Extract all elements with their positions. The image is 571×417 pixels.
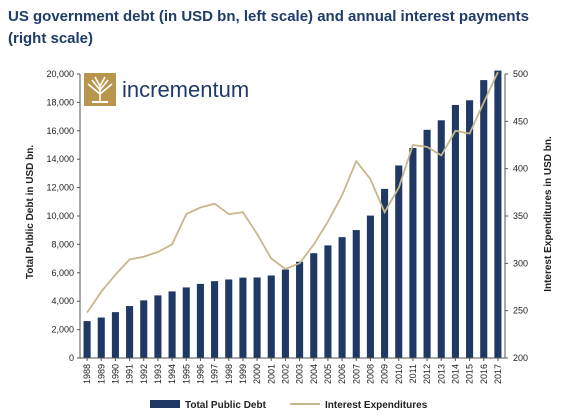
- bar-1995: [182, 287, 190, 358]
- bar-2017: [494, 70, 502, 358]
- bar-1988: [83, 321, 91, 358]
- y-left-tick-label: 8,000: [51, 239, 74, 249]
- bar-2005: [324, 245, 332, 358]
- y-left-tick-label: 4,000: [51, 296, 74, 306]
- bar-2000: [253, 277, 261, 358]
- bar-2007: [352, 230, 360, 358]
- bar-2003: [296, 261, 304, 358]
- bar-2001: [267, 275, 275, 358]
- x-tick-label-2010: 2010: [394, 364, 404, 384]
- legend-swatch-bar: [150, 400, 180, 408]
- y-left-tick-label: 20,000: [46, 69, 74, 79]
- y-left-axis-label: Total Public Debt in USD bn.: [25, 145, 36, 279]
- line-series: [86, 71, 499, 314]
- x-tick-label-2013: 2013: [436, 364, 446, 384]
- y-left-tick-label: 12,000: [46, 183, 74, 193]
- y-right-tick-label: 400: [513, 164, 528, 174]
- bar-1989: [97, 317, 105, 358]
- bar-1997: [211, 281, 219, 358]
- x-tick-label-2016: 2016: [479, 364, 489, 384]
- bar-2012: [423, 129, 431, 358]
- chart-title-line-1: US government debt (in USD bn, left scal…: [8, 8, 529, 25]
- x-tick-label-1996: 1996: [195, 364, 205, 384]
- y-left-tick-label: 18,000: [46, 97, 74, 107]
- x-tick-label-2007: 2007: [351, 364, 361, 384]
- x-tick-label-2006: 2006: [337, 364, 347, 384]
- y-left-tick-label: 6,000: [51, 268, 74, 278]
- bar-2004: [310, 253, 318, 358]
- x-tick-label-1988: 1988: [82, 364, 92, 384]
- bar-2015: [466, 100, 474, 359]
- bar-1999: [239, 277, 247, 358]
- x-tick-label-1990: 1990: [110, 364, 120, 384]
- logo-wordmark: incrementum: [122, 77, 249, 102]
- incrementum-logo: incrementum: [84, 73, 249, 106]
- x-tick-label-2017: 2017: [493, 364, 503, 384]
- bar-2010: [395, 165, 403, 358]
- x-tick-label-2008: 2008: [365, 364, 375, 384]
- chart-title: US government debt (in USD bn, left scal…: [8, 6, 563, 50]
- legend: Total Public Debt Interest Expenditures: [150, 400, 428, 411]
- y-left-tick-label: 0: [69, 353, 74, 363]
- x-tick-label-1989: 1989: [96, 364, 106, 384]
- tree-icon: [84, 73, 116, 106]
- y-left-tick-label: 16,000: [46, 126, 74, 136]
- bar-2016: [480, 80, 488, 358]
- y-right-tick-label: 250: [513, 306, 528, 316]
- bar-1996: [196, 283, 204, 358]
- x-tick-label-2000: 2000: [252, 364, 262, 384]
- bar-2014: [451, 104, 459, 359]
- bar-1991: [126, 306, 134, 358]
- y-right-tick-label: 200: [513, 353, 528, 363]
- x-tick-label-1995: 1995: [181, 364, 191, 384]
- chart-title-line-2: (right scale): [8, 30, 94, 47]
- x-tick-label-1994: 1994: [167, 364, 177, 384]
- x-tick-label-2014: 2014: [450, 364, 460, 384]
- x-tick-label-1991: 1991: [125, 364, 135, 384]
- x-tick-label-2011: 2011: [408, 364, 418, 383]
- bar-1998: [225, 279, 233, 358]
- x-tick-label-2004: 2004: [309, 364, 319, 384]
- bar-2008: [366, 215, 374, 358]
- x-tick-label-1998: 1998: [224, 364, 234, 384]
- bar-1992: [140, 300, 148, 358]
- tick-labels: 0 2,000 4,000 6,000 8,000 10,000 12,000 14,000 1…: [46, 69, 528, 384]
- x-tick-label-2003: 2003: [295, 364, 305, 384]
- bar-2002: [281, 269, 289, 358]
- y-right-tick-label: 350: [513, 211, 528, 221]
- y-left-tick-label: 14,000: [46, 154, 74, 164]
- y-left-tick-label: 2,000: [51, 325, 74, 335]
- x-tick-label-2015: 2015: [465, 364, 475, 384]
- x-tick-label-2012: 2012: [422, 364, 432, 384]
- bar-1993: [154, 295, 162, 358]
- x-tick-label-1993: 1993: [153, 364, 163, 384]
- bar-2006: [338, 237, 346, 358]
- legend-label-line: Interest Expenditures: [325, 400, 428, 411]
- x-tick-label-2009: 2009: [380, 364, 390, 384]
- x-tick-label-2005: 2005: [323, 364, 333, 384]
- y-right-tick-label: 500: [513, 69, 528, 79]
- interest-expenditures-line: [86, 71, 499, 314]
- bar-1994: [168, 291, 176, 358]
- legend-label-bar: Total Public Debt: [185, 400, 267, 411]
- y-left-tick-label: 10,000: [46, 211, 74, 221]
- y-right-tick-label: 450: [513, 116, 528, 126]
- bar-2011: [409, 147, 417, 358]
- y-right-axis-label: Interest Expenditures in USD bn.: [543, 136, 554, 292]
- bar-series: [83, 70, 502, 359]
- axes: [77, 73, 508, 361]
- x-tick-label-2002: 2002: [280, 364, 290, 384]
- y-right-tick-label: 300: [513, 258, 528, 268]
- bar-1990: [111, 312, 119, 358]
- x-tick-label-2001: 2001: [266, 364, 276, 384]
- bar-2013: [437, 120, 445, 359]
- x-tick-label-1999: 1999: [238, 364, 248, 384]
- bar-2009: [381, 188, 389, 358]
- x-tick-label-1997: 1997: [210, 364, 220, 384]
- x-tick-label-1992: 1992: [139, 364, 149, 384]
